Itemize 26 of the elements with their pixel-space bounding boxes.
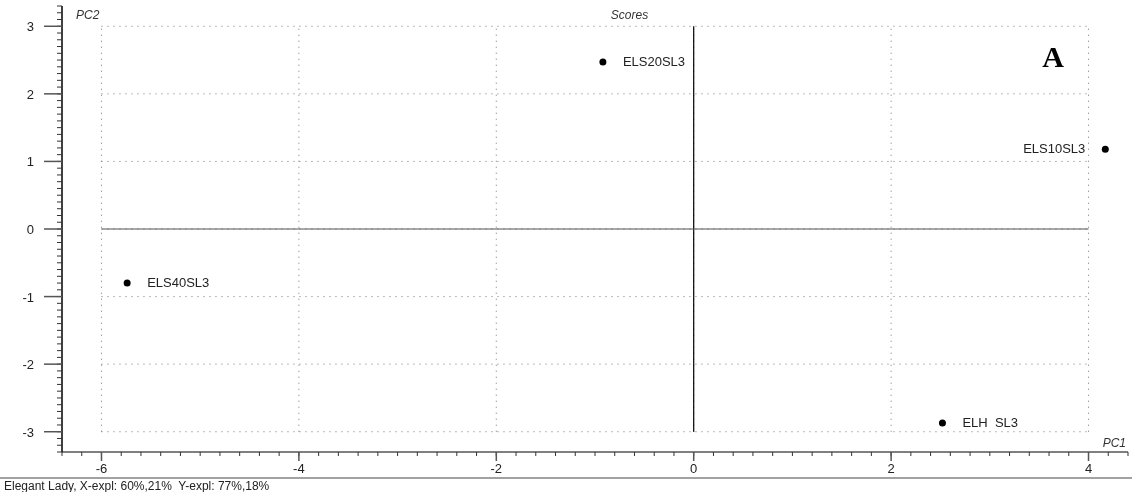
point [938,419,946,427]
y-tick-label: 0 [26,222,34,237]
x-tick-label: -6 [95,461,108,476]
x-tick-label: 4 [1084,461,1093,476]
y-tick-label: 1 [26,154,34,170]
annotation: A [1042,39,1065,73]
text: Elegant Lady, X-expl: 60%,21% Y-expl: 77%,18% [4,479,270,492]
y-tick-label: 2 [26,86,34,102]
x-axis-title: PC1 [1102,436,1126,450]
point [123,279,131,287]
series-label: ELH SL3 [962,414,1019,430]
point [599,58,607,66]
y-tick-label: 3 [26,19,34,35]
x-tick-label: 0 [690,461,698,476]
point [1101,145,1109,153]
series-label: ELS20SL3 [622,54,686,70]
x-tick-label: 2 [887,461,895,476]
x-tick-label: -2 [490,461,503,476]
y-tick-label: -3 [22,424,34,440]
x-tick-label: -4 [293,461,305,476]
series-label: ELS10SL3 [1023,141,1086,157]
series-label: ELS40SL3 [147,275,210,291]
y-tick-label: -2 [22,357,34,373]
y-axis-title: PC2 [76,8,100,22]
y-tick-label: -1 [22,289,34,305]
chart-title: Scores [610,8,649,22]
